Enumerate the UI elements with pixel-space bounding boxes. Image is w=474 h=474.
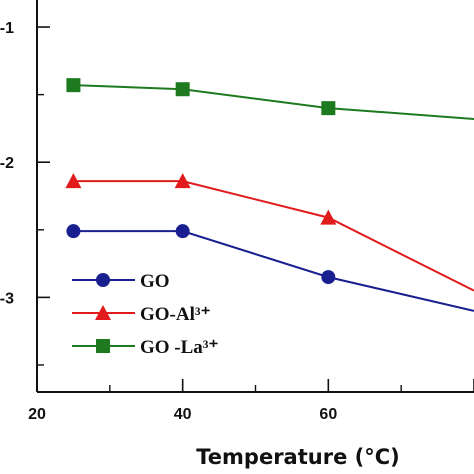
series-layer (65, 78, 474, 312)
x-tick-label: 20 (28, 406, 46, 423)
axis-ticks: 20 40 60 -1 -2 -3 (0, 20, 474, 423)
legend: GO GO-Al³⁺ GO -La³⁺ (72, 271, 219, 358)
data-point-go (175, 224, 190, 239)
legend-marker-go (96, 273, 110, 287)
series-line-go-la (73, 84, 474, 120)
series-line-go-al (73, 180, 474, 292)
y-tick-label: -3 (0, 290, 14, 307)
legend-marker-go-al (95, 305, 111, 320)
y-tick-label: -1 (0, 20, 14, 37)
legend-label-go-la: GO -La³⁺ (140, 337, 219, 358)
x-tick-label: 60 (319, 406, 337, 423)
series-line-go (73, 230, 474, 312)
legend-marker-go-la (96, 339, 110, 353)
data-point-go-la (175, 82, 190, 97)
x-axis-title: Temperature (°C) (196, 445, 399, 469)
legend-label-go: GO (140, 271, 170, 292)
data-point-go-al (65, 173, 82, 189)
data-point-go-la (66, 78, 81, 93)
data-point-go-al (174, 173, 191, 189)
data-point-go (66, 224, 81, 239)
data-point-go-al (320, 209, 337, 225)
legend-label-go-al: GO-Al³⁺ (140, 304, 211, 325)
x-tick-label: 40 (174, 406, 192, 423)
data-point-go-la (321, 101, 336, 116)
y-tick-label: -2 (0, 155, 14, 172)
data-point-go (321, 270, 336, 285)
